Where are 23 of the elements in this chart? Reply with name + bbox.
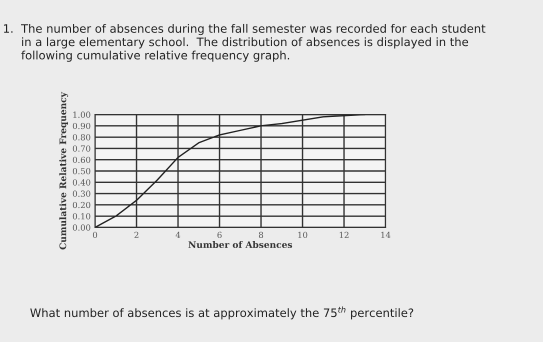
y-tick-label: 0.00	[72, 224, 90, 231]
x-tick-label: 10	[298, 232, 308, 238]
y-tick-label: 0.80	[72, 134, 90, 140]
y-tick-label: 1.00	[73, 112, 90, 118]
y-tick-label: 0.90	[72, 122, 90, 130]
x-axis-title: Number of Absences	[188, 241, 292, 248]
chart-title: 1. The number of absences during the fall semester was recorded for each student in a large elementary school. The distribution of absences is displayed in the following cumulative relative frequency graph.	[4, 24, 486, 62]
y-tick-label: 0.60	[72, 156, 90, 163]
y-tick-label: 0.30	[72, 190, 90, 197]
y-axis-title: Cumulative Relative Frequency	[59, 92, 68, 250]
y-tick-label: 0.10	[72, 213, 90, 220]
x-tick-label: 2	[134, 232, 138, 238]
x-tick-label: 12	[340, 232, 349, 238]
x-tick-label: 6	[217, 232, 222, 238]
x-tick-label: 0	[92, 232, 98, 238]
y-tick-label: 0.50	[72, 168, 90, 174]
y-tick-label: 0.20	[72, 202, 90, 208]
text: What number of absences is at approximately the 75$^{th}$ percentile?	[30, 306, 414, 320]
y-tick-label: 0.40	[72, 179, 90, 186]
x-tick-label: 8	[258, 232, 264, 238]
x-tick-label: 14	[381, 232, 390, 238]
x-tick-label: 4	[176, 232, 180, 238]
y-tick-label: 0.70	[72, 145, 90, 152]
